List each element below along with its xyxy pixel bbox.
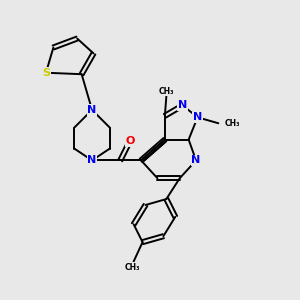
Text: CH₃: CH₃ <box>224 119 240 128</box>
Text: N: N <box>178 100 187 110</box>
Text: CH₃: CH₃ <box>159 87 174 96</box>
Text: N: N <box>87 155 97 165</box>
Text: N: N <box>193 112 202 122</box>
Text: S: S <box>42 68 50 78</box>
Text: N: N <box>191 155 201 165</box>
Text: N: N <box>87 105 97 115</box>
Text: O: O <box>126 136 135 146</box>
Text: CH₃: CH₃ <box>124 263 140 272</box>
